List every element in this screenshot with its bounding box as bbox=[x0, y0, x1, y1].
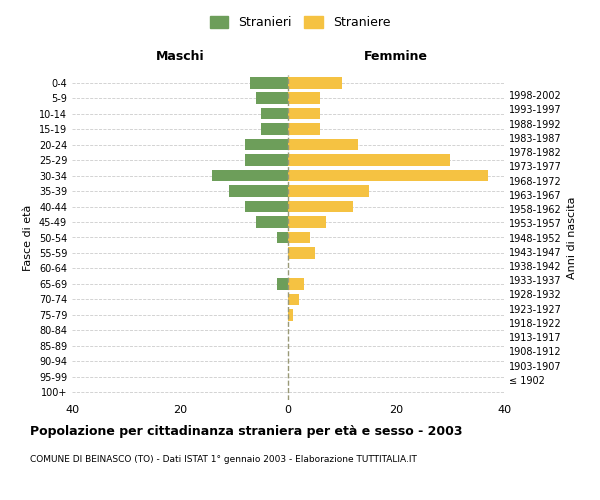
Bar bbox=[229, 186, 288, 197]
Bar bbox=[288, 232, 310, 243]
Y-axis label: Anni di nascita: Anni di nascita bbox=[567, 196, 577, 279]
Bar bbox=[288, 247, 315, 259]
Bar bbox=[245, 200, 288, 212]
Bar bbox=[261, 124, 288, 135]
Bar bbox=[288, 92, 320, 104]
Bar bbox=[250, 77, 288, 88]
Bar bbox=[288, 309, 293, 320]
Bar bbox=[288, 200, 353, 212]
Bar bbox=[288, 278, 304, 289]
Legend: Stranieri, Straniere: Stranieri, Straniere bbox=[205, 11, 395, 34]
Text: Popolazione per cittadinanza straniera per età e sesso - 2003: Popolazione per cittadinanza straniera p… bbox=[30, 425, 463, 438]
Bar bbox=[245, 139, 288, 150]
Bar bbox=[288, 294, 299, 305]
Bar bbox=[277, 232, 288, 243]
Bar bbox=[212, 170, 288, 181]
Bar bbox=[256, 92, 288, 104]
Bar bbox=[288, 170, 488, 181]
Bar bbox=[261, 108, 288, 120]
Bar bbox=[245, 154, 288, 166]
Y-axis label: Fasce di età: Fasce di età bbox=[23, 204, 33, 270]
Bar bbox=[277, 278, 288, 289]
Bar bbox=[288, 154, 450, 166]
Bar bbox=[288, 139, 358, 150]
Bar bbox=[288, 77, 342, 88]
Bar bbox=[288, 216, 326, 228]
Text: COMUNE DI BEINASCO (TO) - Dati ISTAT 1° gennaio 2003 - Elaborazione TUTTITALIA.I: COMUNE DI BEINASCO (TO) - Dati ISTAT 1° … bbox=[30, 455, 417, 464]
Text: Femmine: Femmine bbox=[364, 50, 428, 62]
Bar bbox=[288, 124, 320, 135]
Bar bbox=[256, 216, 288, 228]
Text: Maschi: Maschi bbox=[155, 50, 205, 62]
Bar bbox=[288, 108, 320, 120]
Bar bbox=[288, 186, 369, 197]
